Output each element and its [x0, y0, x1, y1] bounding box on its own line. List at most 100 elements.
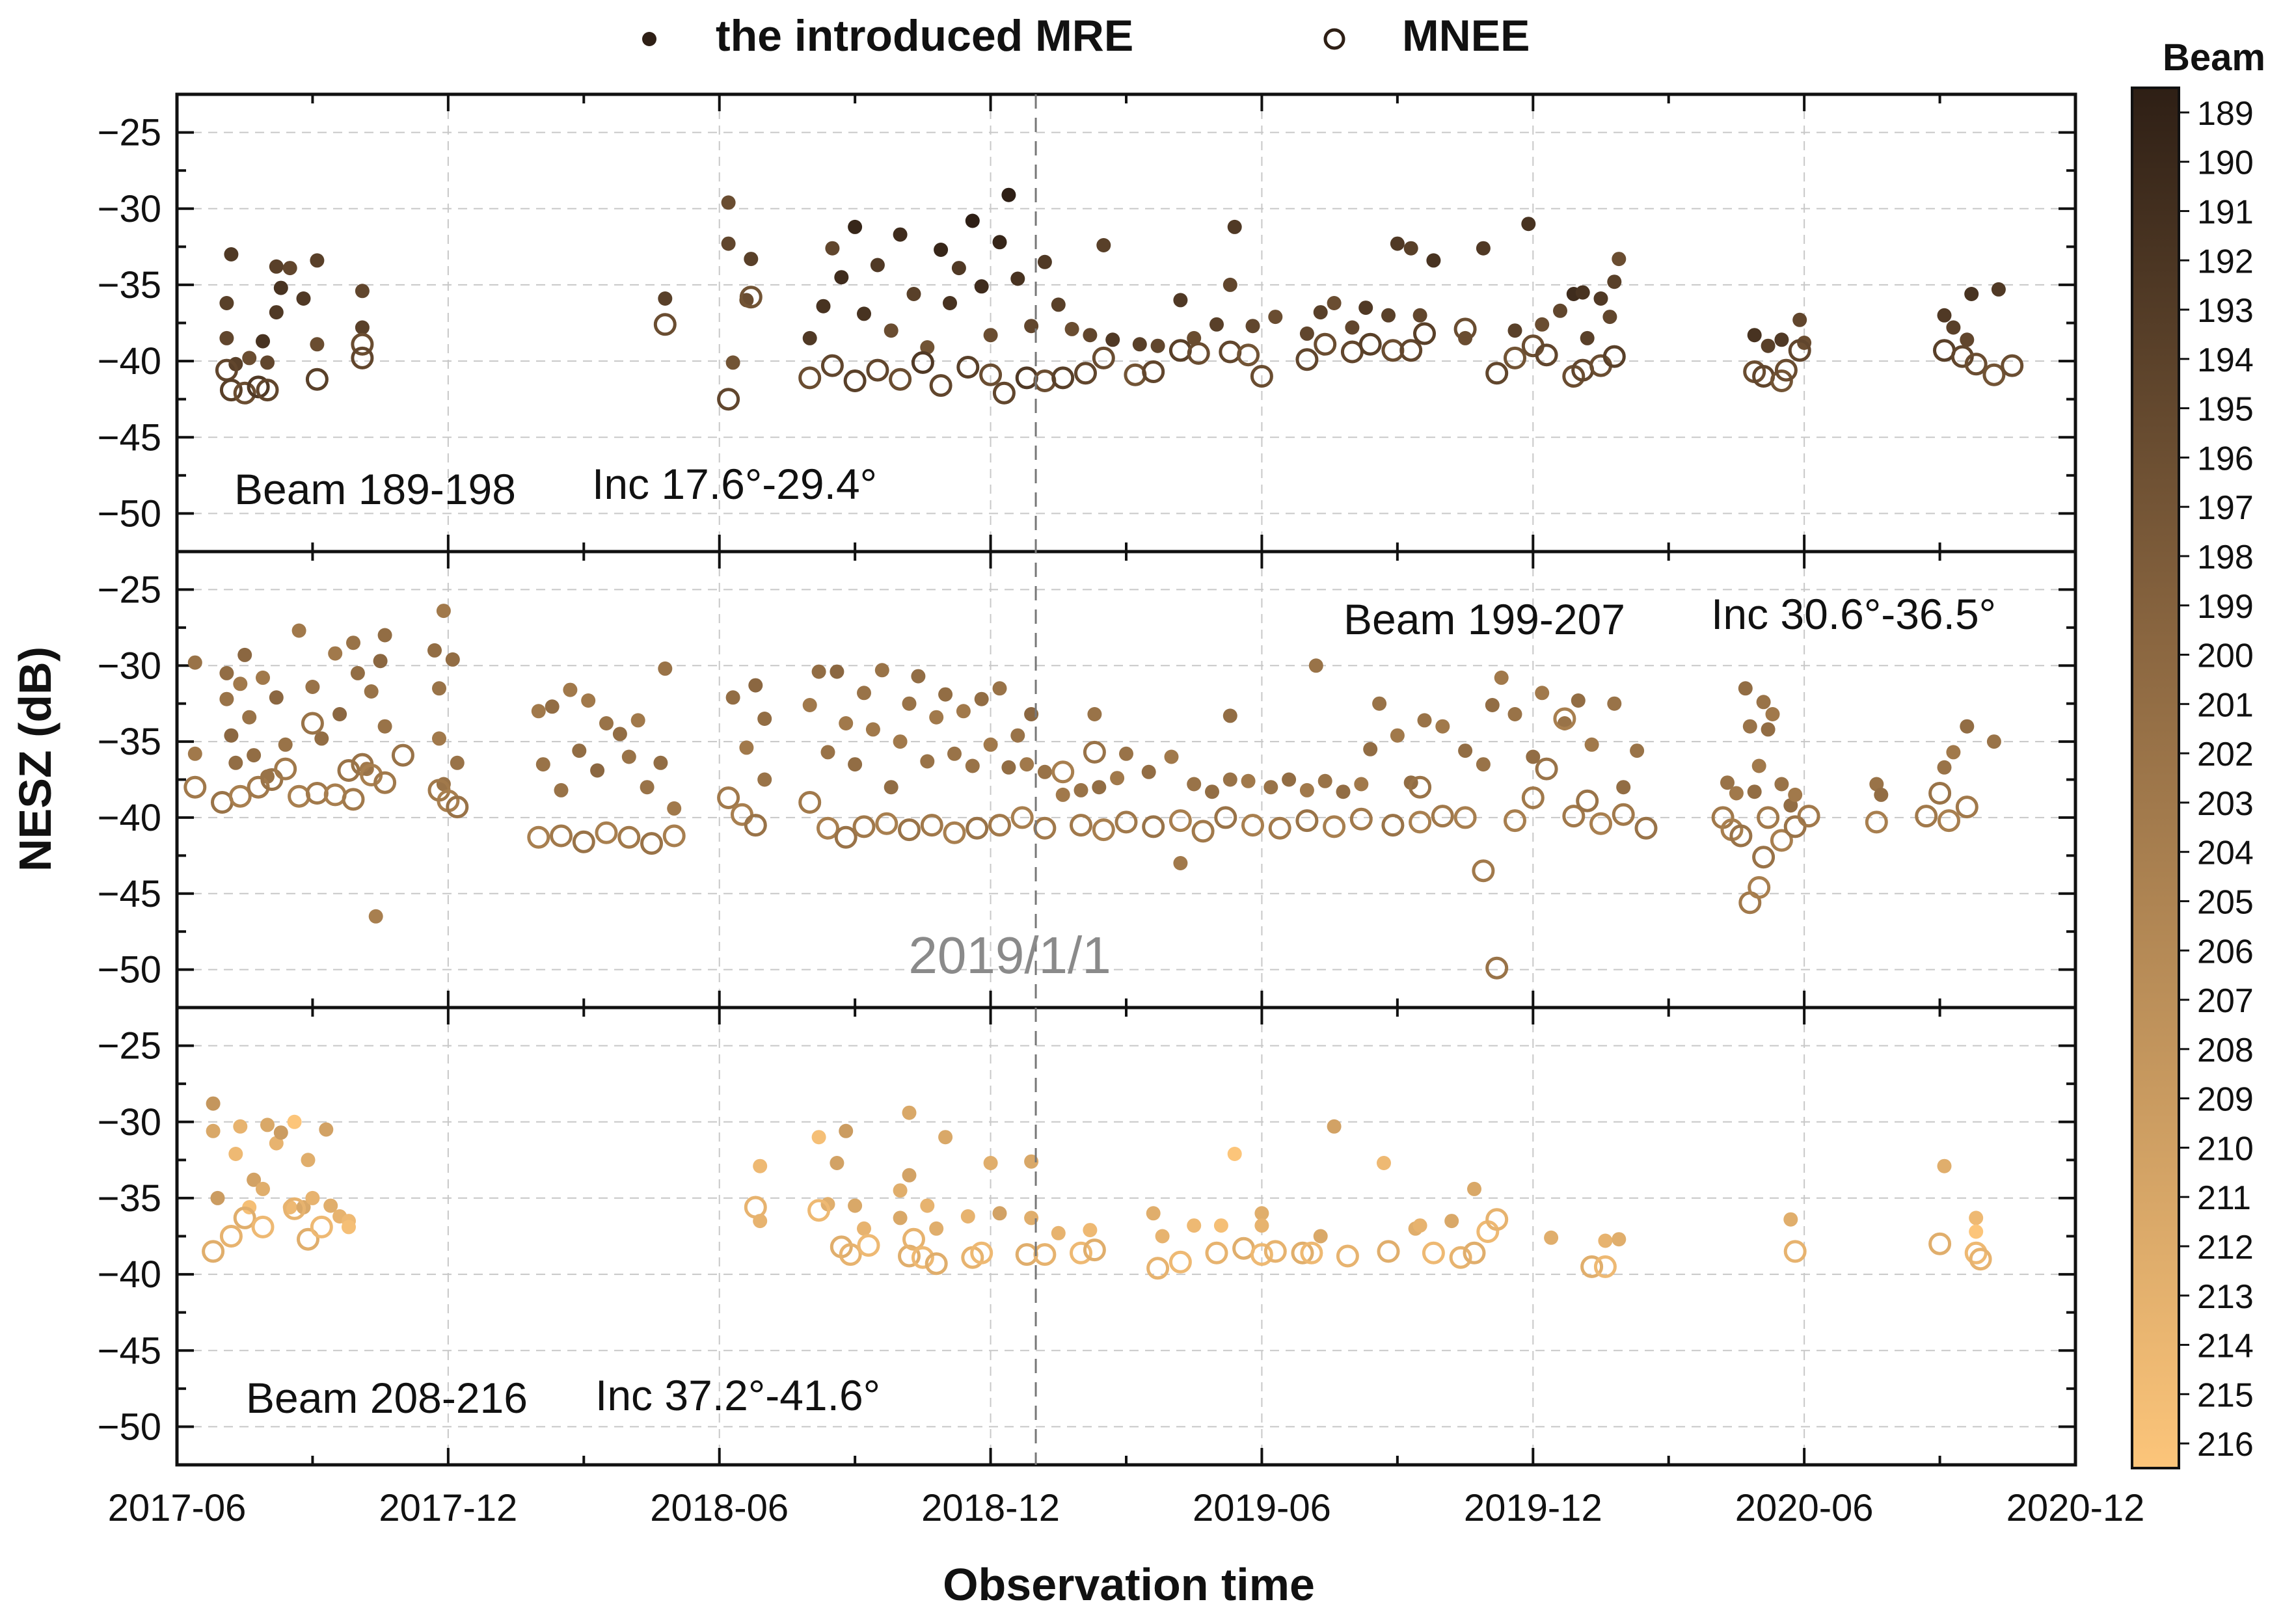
mnee-point	[1314, 332, 1337, 356]
mre-point	[1083, 1223, 1098, 1238]
mre-point	[1742, 719, 1757, 734]
mre-point	[983, 737, 998, 752]
mnee-point	[744, 814, 767, 837]
mre-point	[1132, 337, 1147, 352]
mre-point	[1412, 308, 1427, 323]
mnee-point	[1291, 1241, 1314, 1264]
y-tick-label: −30	[98, 645, 161, 687]
mre-point	[1774, 332, 1789, 347]
mre-point	[1213, 1218, 1228, 1233]
panel-3-inc-label: Inc 37.2°-41.6°	[595, 1371, 880, 1419]
mnee-point	[1485, 1208, 1509, 1231]
panel-2-ticks: −25 −30 −35 −40 −45 −50	[98, 550, 2077, 1009]
colorbar-tick-label: 201	[2197, 686, 2254, 724]
mre-point	[857, 306, 871, 321]
mnee-point	[351, 332, 374, 356]
mre-point	[1580, 330, 1595, 345]
mnee-point	[731, 803, 753, 826]
mre-point	[1584, 737, 1599, 752]
panel-2-points	[183, 604, 2001, 980]
mnee-point	[1783, 815, 1807, 838]
panel-3: −25 −30 −35 −40 −45 −50 Beam 208-216 Inc 37.2°-…	[98, 1006, 2077, 1467]
mnee-point	[617, 825, 641, 849]
mre-point	[1553, 303, 1567, 318]
mnee-point	[866, 358, 889, 382]
mre-point	[902, 1105, 917, 1120]
mnee-point	[988, 814, 1011, 837]
mre-point	[545, 699, 560, 714]
mnee-point	[911, 1246, 934, 1269]
mre-point	[1507, 323, 1522, 338]
mre-point	[621, 749, 636, 764]
mnee-point	[1070, 814, 1092, 837]
panel-3-ticks: −25 −30 −35 −40 −45 −50	[98, 1006, 2077, 1466]
mre-point	[206, 1096, 221, 1111]
mnee-point	[1205, 1241, 1228, 1264]
mre-series	[206, 1096, 1984, 1248]
mre-point	[848, 757, 863, 772]
mre-point	[432, 681, 446, 696]
mnee-point	[1263, 1240, 1287, 1263]
mnee-point	[834, 825, 858, 849]
mre-point	[219, 665, 234, 680]
mnee-point	[1092, 818, 1115, 842]
mre-point	[1964, 287, 1979, 301]
mre-point	[273, 1125, 288, 1140]
mre-point	[1616, 780, 1631, 795]
mnee-point	[1431, 805, 1454, 828]
colorbar-tick-label: 202	[2197, 736, 2254, 773]
mnee-point	[288, 784, 311, 808]
mnee-point	[902, 1227, 925, 1251]
mre-point	[531, 704, 546, 719]
mre-point	[848, 219, 863, 234]
mnee-point	[310, 1215, 333, 1238]
mre-point	[269, 305, 284, 320]
mre-point	[839, 716, 854, 730]
mre-point	[1119, 746, 1133, 761]
mre-point	[667, 801, 682, 816]
mre-point	[974, 691, 989, 706]
mre-point	[1747, 328, 1762, 343]
mre-point	[1051, 1225, 1066, 1240]
mre-point	[802, 330, 817, 345]
legend-label-mnee: MNEE	[1402, 11, 1530, 60]
mre-point	[572, 743, 587, 758]
mre-point	[273, 280, 288, 295]
mnee-point	[857, 1234, 880, 1257]
mnee-point	[970, 1241, 993, 1264]
mnee-point	[1219, 340, 1242, 364]
mnee-point	[929, 374, 952, 397]
mre-point	[346, 636, 360, 650]
mnee-point	[1074, 362, 1097, 385]
mnee-point	[228, 784, 252, 808]
mnee-series	[202, 1196, 1992, 1280]
mre-point	[992, 681, 1007, 696]
mre-point	[563, 682, 578, 697]
mnee-point	[852, 815, 876, 838]
x-axis-title: Observation time	[943, 1559, 1315, 1610]
mre-point	[834, 270, 849, 285]
mre-point	[328, 646, 343, 661]
mre-point	[319, 1122, 334, 1137]
mre-point	[802, 698, 817, 712]
mre-point	[658, 291, 673, 306]
x-tick-label: 2020-06	[1735, 1487, 1874, 1529]
y-tick-label: −50	[98, 492, 161, 535]
mnee-point	[1168, 339, 1192, 362]
panel-1-inc-label: Inc 17.6°-29.4°	[592, 460, 877, 508]
mnee-point	[1300, 1241, 1323, 1264]
y-tick-label: −40	[98, 1253, 161, 1296]
mre-point	[884, 780, 898, 795]
mre-point	[1245, 319, 1260, 334]
mnee-point	[1485, 956, 1509, 980]
mnee-point	[839, 1243, 862, 1266]
y-tick-label: −35	[98, 721, 161, 763]
y-tick-label: −50	[98, 1406, 161, 1448]
mre-point	[825, 241, 840, 256]
panel-1-beam-label: Beam 189-198	[234, 465, 516, 513]
mre-point	[1630, 743, 1645, 758]
mre-point	[1937, 760, 1952, 775]
mre-point	[1164, 749, 1179, 764]
mnee-point	[1051, 760, 1075, 784]
mre-point	[305, 1190, 320, 1205]
